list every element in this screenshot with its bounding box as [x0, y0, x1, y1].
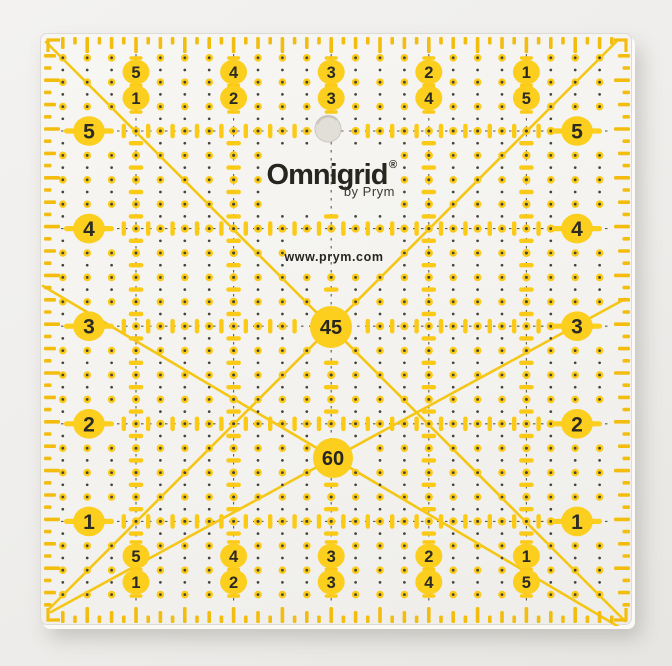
svg-text:3: 3 — [571, 316, 583, 339]
number-badges — [64, 56, 602, 598]
brand-wordmark: Omnigrid — [267, 159, 388, 191]
corner-brackets — [46, 38, 628, 622]
svg-text:5: 5 — [571, 121, 583, 144]
svg-text:5: 5 — [83, 121, 95, 144]
hole-inner-shadow — [315, 114, 339, 125]
svg-text:2: 2 — [424, 64, 433, 82]
svg-text:5: 5 — [522, 574, 531, 592]
svg-text:2: 2 — [229, 574, 238, 592]
svg-text:2: 2 — [83, 413, 95, 436]
svg-text:4: 4 — [229, 64, 239, 82]
svg-text:4: 4 — [424, 90, 434, 108]
angle-label-45: 45 — [320, 317, 342, 339]
svg-text:3: 3 — [327, 574, 336, 592]
svg-text:2: 2 — [424, 548, 433, 566]
svg-text:1: 1 — [571, 511, 583, 534]
svg-text:1: 1 — [131, 574, 140, 592]
svg-text:2: 2 — [229, 90, 238, 108]
svg-text:2: 2 — [571, 413, 583, 436]
svg-text:1: 1 — [131, 90, 140, 108]
brand-subline: by Prym — [344, 184, 395, 199]
svg-text:3: 3 — [327, 90, 336, 108]
edge-ticks — [44, 37, 630, 623]
svg-text:4: 4 — [229, 548, 239, 566]
dot-grid-marks — [59, 54, 604, 599]
angle-label-60: 60 — [322, 448, 344, 470]
svg-text:5: 5 — [131, 64, 140, 82]
svg-text:3: 3 — [83, 316, 95, 339]
scale-numbers: 5 4 3 2 1 5 4 3 2 1 5 1 4 2 3 3 2 4 1 5 5 1 4 2 3 3 2 4 1 5 — [83, 64, 583, 592]
svg-text:4: 4 — [83, 218, 95, 241]
svg-text:5: 5 — [522, 90, 531, 108]
svg-text:3: 3 — [327, 548, 336, 566]
registered-trademark-symbol: ® — [389, 159, 397, 171]
svg-text:3: 3 — [327, 64, 336, 82]
svg-text:1: 1 — [83, 511, 95, 534]
svg-text:4: 4 — [571, 218, 583, 241]
omnigrid-ruler: 5 4 3 2 1 5 4 3 2 1 5 1 4 2 3 3 2 4 1 5 5 1 4 2 3 3 2 4 1 5 45 60 Omn… — [40, 33, 632, 626]
svg-text:1: 1 — [522, 548, 531, 566]
ruler-markings: 5 4 3 2 1 5 4 3 2 1 5 1 4 2 3 3 2 4 1 5 5 1 4 2 3 3 2 4 1 5 45 60 Omn… — [41, 37, 630, 626]
website-text: www.prym.com — [283, 250, 383, 264]
svg-text:1: 1 — [522, 64, 531, 82]
svg-text:5: 5 — [131, 548, 140, 566]
svg-text:4: 4 — [424, 574, 434, 592]
